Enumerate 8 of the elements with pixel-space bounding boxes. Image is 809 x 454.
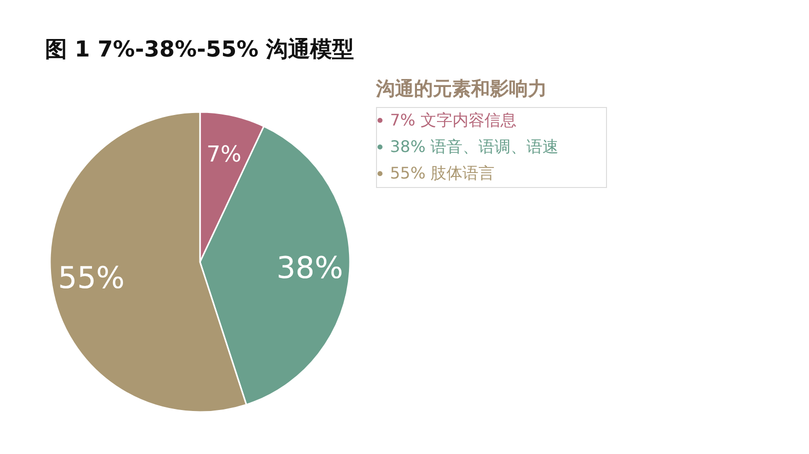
chart-title: 图 1 7%-38%-55% 沟通模型 bbox=[45, 38, 354, 62]
data-label: 55% bbox=[58, 261, 125, 296]
legend-label: 55% 肢体语言 bbox=[390, 164, 495, 183]
legend-label: 38% 语音、语调、语速 bbox=[390, 137, 559, 156]
data-label: 38% bbox=[276, 250, 344, 286]
data-label: 7% bbox=[206, 142, 242, 168]
legend-title: 沟通的元素和影响力 bbox=[375, 78, 547, 100]
legend-label: 7% 文字内容信息 bbox=[390, 110, 516, 130]
